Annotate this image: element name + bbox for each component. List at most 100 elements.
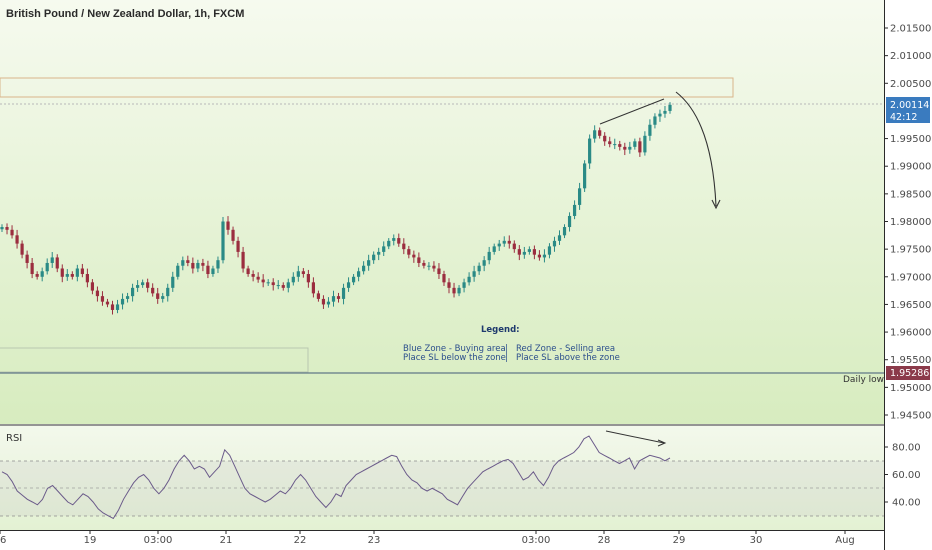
candle-down — [261, 279, 265, 283]
price-tick-label: 2.01000 — [890, 51, 931, 62]
candle-down — [537, 254, 542, 258]
candle-up — [377, 251, 381, 255]
candle-up — [477, 265, 481, 272]
time-axis-bg — [0, 530, 884, 550]
main-pane-bg — [0, 0, 884, 424]
price-tick-label: 1.95000 — [890, 383, 931, 394]
candle-down — [432, 265, 436, 269]
current-price-value: 2.00114 — [890, 100, 929, 111]
candle-down — [402, 243, 406, 250]
candle-down — [512, 243, 516, 250]
candle-down — [186, 260, 190, 263]
candle-down — [30, 262, 34, 275]
candle-down — [517, 249, 521, 255]
candle-up — [130, 287, 135, 297]
candle-down — [321, 298, 326, 305]
rsi-tick-label: 80.00 — [892, 443, 921, 454]
candle-up — [120, 298, 125, 305]
daily-low-badge — [886, 366, 930, 380]
rsi-tick-label: 40.00 — [892, 498, 921, 509]
candle-down — [80, 268, 84, 275]
time-tick-label: 29 — [673, 535, 686, 546]
candle-up — [457, 287, 461, 294]
candle-up — [326, 301, 331, 305]
candle-up — [331, 296, 336, 302]
candle-up — [547, 246, 552, 255]
candle-up — [467, 276, 471, 283]
candle-down — [618, 144, 622, 147]
candle-down — [85, 274, 89, 283]
price-tick-label: 1.95500 — [890, 355, 931, 366]
candle-up — [593, 130, 597, 139]
candle-down — [35, 274, 39, 277]
candle-down — [311, 282, 315, 294]
candle-down — [246, 268, 250, 275]
candle-down — [452, 287, 456, 294]
candle-down — [90, 282, 95, 291]
price-axis: 2.01500 2.01000 2.00500 1.99500 1.99000 1.985… — [884, 24, 931, 422]
candle-up — [211, 268, 215, 275]
candle-up — [45, 262, 49, 272]
price-tick-label: 1.94500 — [890, 411, 931, 422]
candle-up — [136, 285, 140, 288]
price-tick-label: 1.97000 — [890, 272, 931, 283]
time-tick-label: 30 — [750, 535, 763, 546]
candle-down — [20, 243, 24, 255]
candle-up — [542, 254, 547, 258]
legend-title: Legend: — [481, 325, 520, 335]
candle-down — [156, 293, 160, 299]
candle-down — [603, 135, 607, 142]
projection-arrowhead — [711, 199, 721, 210]
time-tick-label: 19 — [84, 535, 97, 546]
time-tick-label: 03:00 — [144, 535, 173, 546]
candle-up — [367, 260, 371, 266]
candle-up — [161, 296, 165, 299]
candle-up — [196, 262, 200, 269]
candle-up — [527, 249, 531, 252]
candle-down — [231, 229, 235, 241]
candle-down — [25, 254, 29, 263]
legend-blue-line1: Blue Zone - Buying area — [403, 344, 506, 354]
buying-zone — [0, 347, 309, 373]
time-tick-label: 28 — [598, 535, 611, 546]
price-divergence-line — [599, 98, 665, 125]
candle-up — [65, 274, 69, 277]
time-tick-label: 21 — [220, 535, 233, 546]
candle-down — [437, 268, 441, 275]
candle-down — [623, 146, 627, 150]
rsi-band — [0, 461, 884, 516]
candle-up — [115, 304, 120, 310]
candle-down — [146, 282, 150, 288]
candle-up — [572, 204, 577, 216]
candle-up — [552, 240, 557, 247]
time-tick-label: Aug — [835, 535, 855, 546]
rsi-divergence-arrowhead — [657, 439, 667, 447]
candle-up — [291, 276, 295, 283]
candle-up — [487, 251, 491, 261]
candle-up — [362, 265, 366, 272]
candle-down — [110, 304, 115, 310]
candle-up — [497, 243, 501, 247]
price-tick-label: 1.98500 — [890, 189, 931, 200]
candle-down — [271, 282, 275, 286]
candle-up — [522, 251, 526, 255]
daily-low-value: 1.95286 — [890, 368, 929, 379]
candle-down — [412, 254, 416, 258]
candle-up — [502, 240, 506, 244]
candle-up — [492, 246, 496, 252]
candle-up — [221, 221, 225, 261]
legend-red-line1: Red Zone - Selling area — [516, 344, 615, 354]
candle-down — [507, 240, 511, 244]
candle-up — [341, 287, 346, 299]
candle-up — [75, 268, 79, 277]
candle-up — [427, 265, 431, 267]
candle-up — [266, 282, 270, 284]
candle-down — [151, 287, 155, 294]
candle-up — [462, 282, 466, 288]
chart-title: British Pound / New Zealand Dollar, 1h, … — [6, 8, 244, 20]
candle-down — [236, 240, 240, 252]
candle-down — [417, 257, 421, 263]
candle-down — [251, 274, 255, 277]
candle-down — [447, 282, 451, 288]
candle-up — [276, 285, 280, 287]
